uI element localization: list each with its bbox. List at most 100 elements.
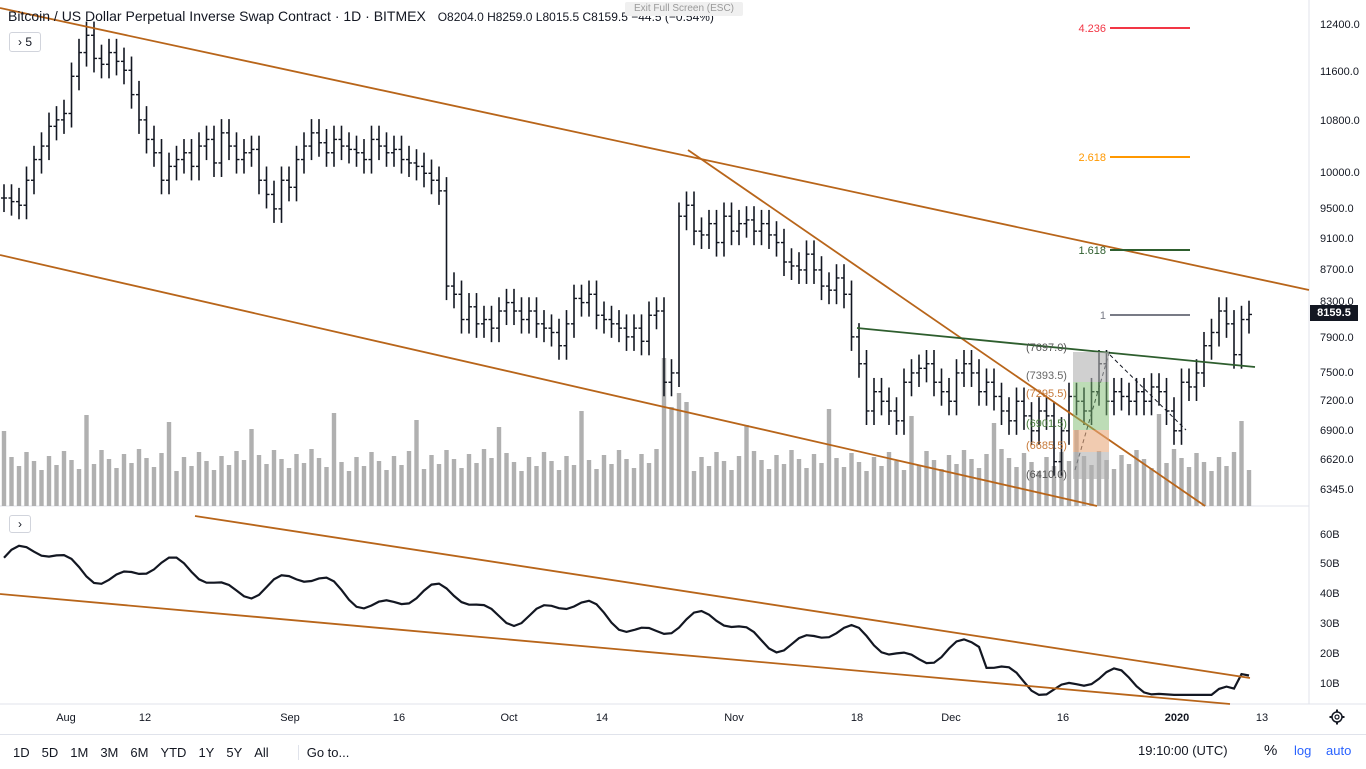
volume-bar	[354, 457, 359, 506]
timeframe-3m[interactable]: 3M	[100, 744, 119, 760]
volume-bar	[369, 452, 374, 506]
volume-bar	[196, 452, 202, 506]
volume-bar	[766, 469, 772, 506]
oscillator-axis-label: 50B	[1320, 558, 1340, 570]
volume-bar	[136, 449, 142, 506]
oscillator-axis-label: 60B	[1320, 529, 1340, 541]
volume-bar	[1171, 449, 1177, 506]
settings-gear-icon[interactable]	[1329, 709, 1345, 725]
volume-bar	[294, 454, 299, 506]
volume-bar	[9, 457, 14, 506]
position-box-gray-top	[1073, 352, 1109, 382]
volume-bar	[939, 469, 944, 506]
volume-bar	[39, 470, 44, 506]
volume-bar	[999, 449, 1004, 506]
volume-bar	[826, 409, 832, 506]
volume-bar	[1, 431, 7, 506]
volume-bar	[346, 471, 352, 506]
volume-bar	[166, 422, 172, 506]
time-axis-label: Aug	[56, 712, 76, 724]
volume-bar	[639, 454, 644, 506]
time-axis-label: 2020	[1165, 712, 1189, 724]
volume-bar	[84, 415, 89, 506]
volume-bar	[534, 466, 539, 506]
volume-bar	[684, 402, 689, 506]
volume-bar	[91, 464, 97, 506]
price-axis-label: 6900.0	[1320, 425, 1354, 437]
volume-bar	[264, 464, 269, 506]
position-box-green	[1073, 382, 1109, 430]
timeframe-1d[interactable]: 1D	[13, 744, 30, 760]
volume-bar	[159, 453, 164, 506]
timeframe-5d[interactable]: 5D	[41, 744, 59, 760]
oscillator-lower-line	[0, 593, 1231, 705]
volume-bar	[331, 413, 337, 506]
price-axis-label: 7500.0	[1320, 367, 1354, 379]
volume-bar	[1021, 453, 1027, 506]
volume-bar	[661, 358, 667, 506]
timeframe-6m[interactable]: 6M	[130, 744, 149, 760]
volume-bar	[1246, 470, 1252, 506]
exit-fullscreen-button[interactable]: Exit Full Screen (ESC)	[625, 2, 743, 16]
timeframe-ytd[interactable]: YTD	[160, 744, 187, 760]
volume-bar	[624, 459, 629, 506]
subchart-toggle-button[interactable]: ›	[9, 515, 31, 533]
volume-bar	[1134, 450, 1139, 506]
projection-dashed-2	[1109, 354, 1187, 431]
volume-bar	[106, 459, 112, 506]
volume-bar	[76, 469, 82, 506]
timeframe-1y[interactable]: 1Y	[198, 744, 215, 760]
volume-bar	[204, 461, 209, 506]
position-label: (7295.5)	[1026, 388, 1067, 400]
volume-bar	[811, 454, 817, 506]
timeframe-1m[interactable]: 1M	[70, 744, 89, 760]
time-axis-label: Nov	[724, 712, 744, 724]
volume-bar	[129, 463, 134, 506]
volume-bar	[781, 464, 787, 506]
volume-bar	[976, 468, 982, 506]
volume-bar	[391, 456, 397, 506]
volume-bar	[61, 451, 67, 506]
volume-bar	[751, 451, 757, 506]
volume-bar	[579, 411, 584, 506]
volume-bar	[729, 470, 734, 506]
log-scale-toggle[interactable]: log	[1294, 743, 1312, 758]
volume-bar	[1119, 455, 1124, 506]
volume-bar	[564, 456, 569, 506]
volume-bar	[699, 457, 704, 506]
bottom-toolbar: 1D 5D 1M 3M 6M YTD 1Y 5Y All Go to... 19…	[0, 734, 1366, 769]
volume-bar	[924, 451, 929, 506]
volume-bar	[69, 460, 74, 506]
volume-bar	[789, 450, 794, 506]
volume-bar	[796, 459, 802, 506]
indicators-toggle-button[interactable]: › 5	[9, 32, 41, 52]
oscillator-axis-label: 40B	[1320, 588, 1340, 600]
timeframe-5y[interactable]: 5Y	[226, 744, 243, 760]
volume-bar	[1059, 452, 1064, 506]
goto-date-button[interactable]: Go to...	[297, 744, 349, 760]
volume-bar	[556, 470, 562, 506]
volume-bar	[1141, 459, 1147, 506]
volume-bar	[189, 466, 194, 506]
volume-bar	[414, 420, 419, 506]
timeframe-all[interactable]: All	[254, 744, 269, 760]
volume-bar	[1126, 464, 1132, 506]
volume-bar	[121, 454, 127, 506]
volume-bar	[54, 465, 59, 506]
volume-bar	[144, 458, 149, 506]
last-price-label: 8159.5	[1310, 305, 1358, 321]
volume-bar	[376, 461, 382, 506]
volume-bar	[234, 451, 239, 506]
auto-scale-toggle[interactable]: auto	[1326, 743, 1352, 758]
volume-bar	[286, 468, 292, 506]
percent-scale-toggle[interactable]: %	[1264, 742, 1278, 759]
volume-bar	[361, 466, 367, 506]
volume-bar	[46, 456, 52, 506]
volume-bar	[631, 468, 637, 506]
price-chart-svg[interactable]: 12400.0 11600.0 10800.0 10000.0 9500.0 9100.0…	[0, 0, 1366, 734]
time-axis-label: 13	[1256, 712, 1268, 724]
oscillator-axis-label: 20B	[1320, 648, 1340, 660]
volume-bar	[241, 460, 247, 506]
volume-bar	[114, 468, 119, 506]
